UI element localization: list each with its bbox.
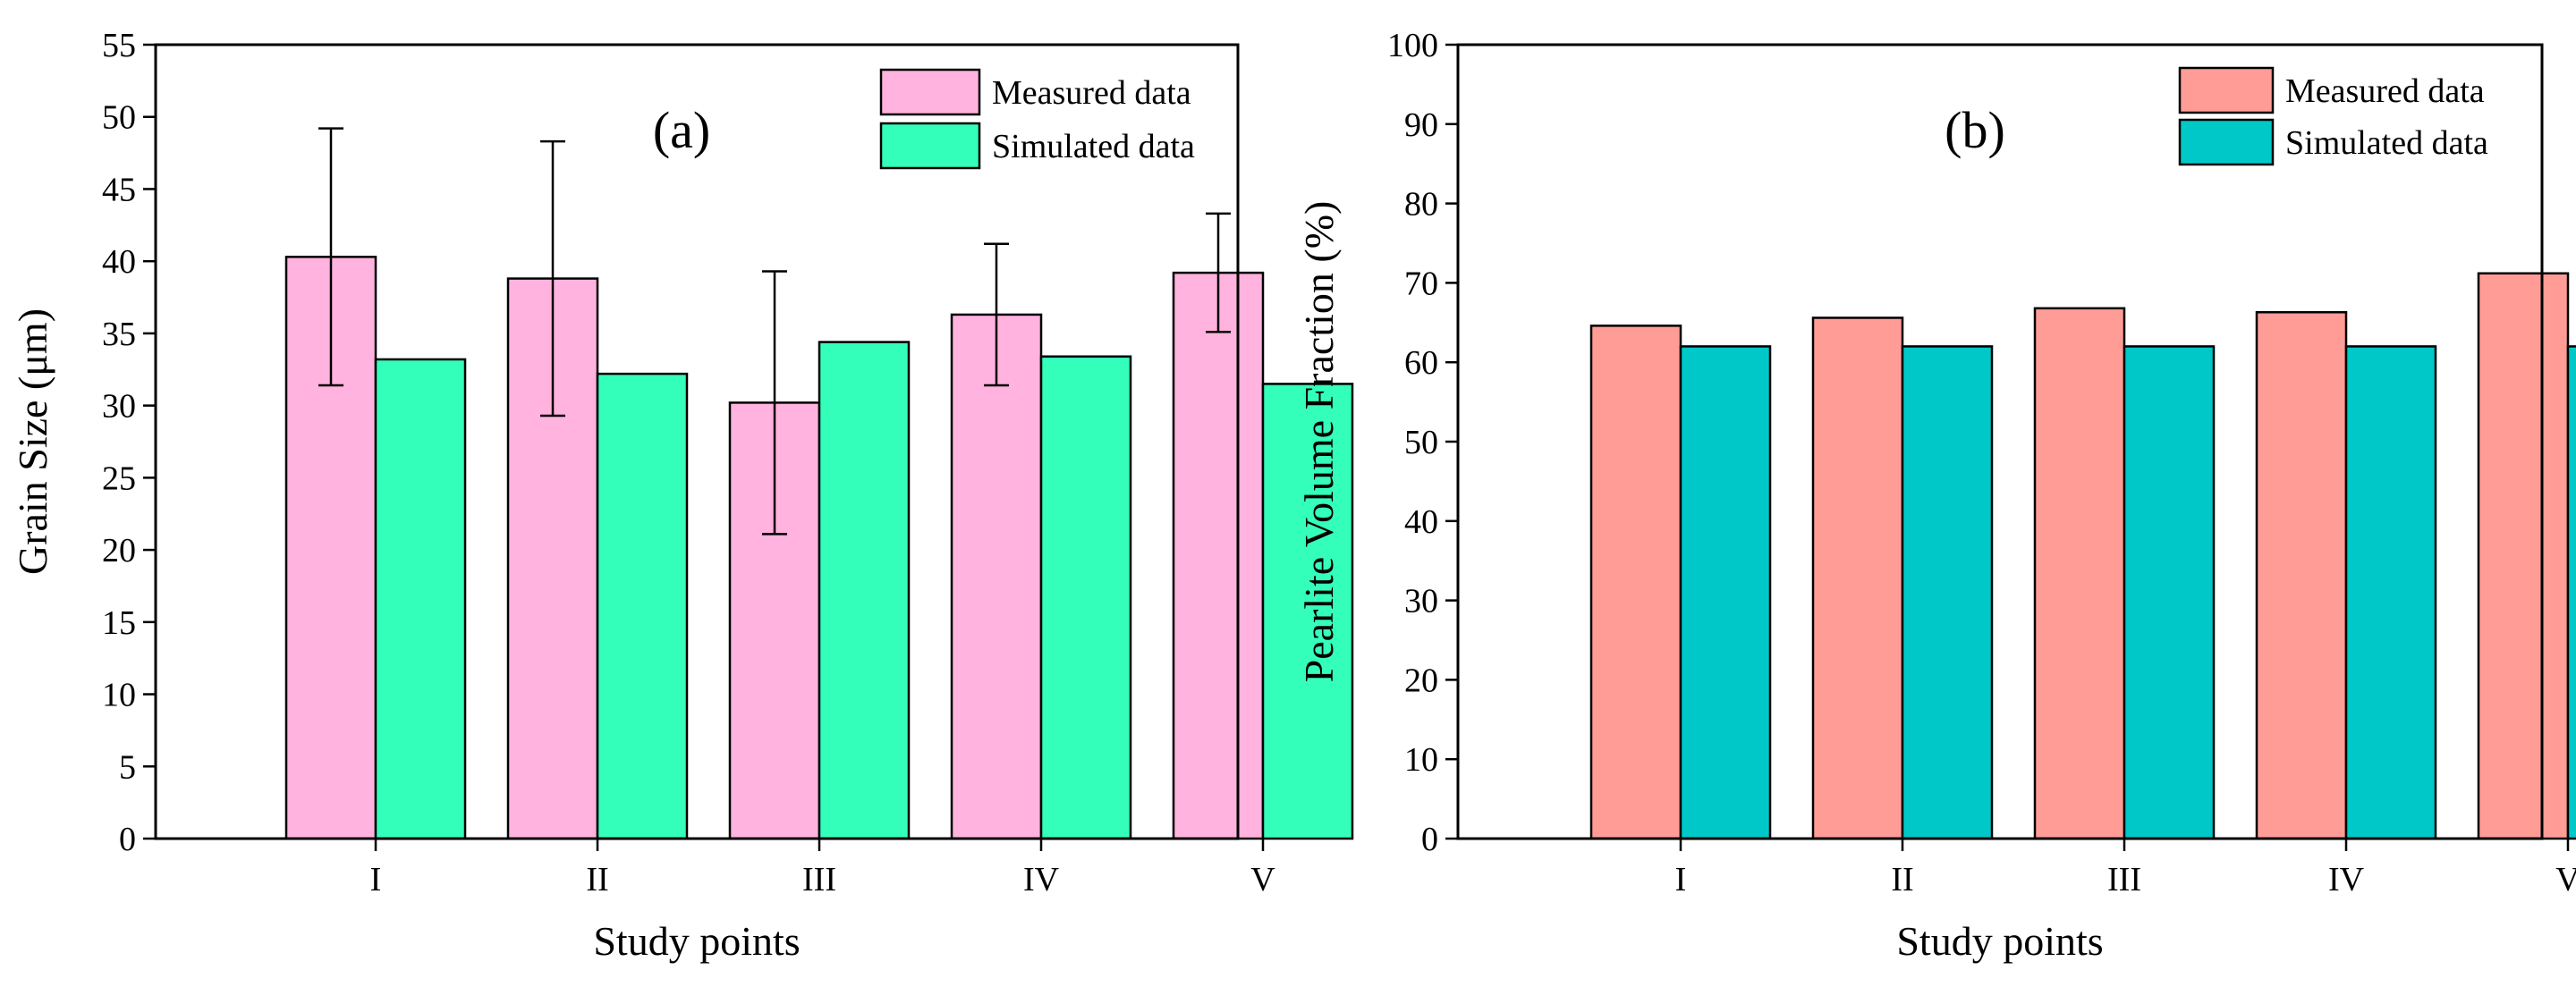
- bar-simulated-ii: [1901, 345, 1994, 840]
- bar-simulated-iv: [1039, 355, 1132, 840]
- y-tick-label-55: 55: [102, 27, 136, 64]
- x-tick-label-i: I: [370, 861, 382, 898]
- bar-measured-v: [1172, 271, 1265, 840]
- y-tick-label-90: 90: [1404, 106, 1438, 144]
- y-tick-label-5: 5: [119, 748, 136, 786]
- x-tick-label-v: V: [2555, 861, 2576, 898]
- y-tick-label-20: 20: [102, 532, 136, 569]
- bar-simulated-iv: [2344, 345, 2437, 840]
- x-tick-label-iv: IV: [1023, 861, 1060, 898]
- y-tick-label-100: 100: [1387, 27, 1438, 64]
- x-axis-title: Study points: [593, 918, 800, 964]
- y-tick-label-50: 50: [1404, 424, 1438, 461]
- bar-simulated-v: [1261, 383, 1354, 840]
- y-tick-label-40: 40: [1404, 503, 1438, 541]
- y-axis-title: Grain Size (μm): [10, 308, 55, 575]
- bar-simulated-v: [2566, 345, 2576, 840]
- plot-frame: [1456, 43, 2544, 840]
- y-tick-label-20: 20: [1404, 662, 1438, 699]
- bar-simulated-iii: [818, 341, 911, 840]
- y-tick-label-0: 0: [1421, 821, 1438, 858]
- x-tick-label-i: I: [1675, 861, 1687, 898]
- y-tick-label-30: 30: [1404, 583, 1438, 620]
- x-tick-label-ii: II: [586, 861, 608, 898]
- legend-label-simulated: Simulated data: [2285, 124, 2488, 162]
- legend-swatch-simulated: [879, 122, 981, 170]
- y-tick-label-25: 25: [102, 460, 136, 497]
- y-tick-label-40: 40: [102, 243, 136, 281]
- y-axis-title: Pearlite Volume Fraction (%): [1296, 201, 1342, 683]
- y-tick-label-50: 50: [102, 99, 136, 137]
- bar-simulated-i: [1679, 345, 1772, 840]
- legend-label-measured: Measured data: [992, 74, 1191, 112]
- bar-measured-iv: [2255, 311, 2348, 840]
- y-tick-label-30: 30: [102, 388, 136, 426]
- y-tick-label-60: 60: [1404, 344, 1438, 382]
- legend-swatch-measured: [879, 68, 981, 116]
- bar-simulated-ii: [596, 372, 689, 840]
- y-tick-label-10: 10: [102, 677, 136, 714]
- bar-simulated-iii: [2123, 345, 2216, 840]
- y-tick-label-15: 15: [102, 604, 136, 642]
- bar-measured-iii: [2033, 307, 2126, 840]
- bar-measured-ii: [1811, 316, 1904, 840]
- y-tick-label-10: 10: [1404, 741, 1438, 779]
- x-tick-label-ii: II: [1891, 861, 1913, 898]
- x-tick-label-iii: III: [802, 861, 836, 898]
- bar-simulated-i: [374, 358, 467, 840]
- x-tick-label-v: V: [1250, 861, 1275, 898]
- y-tick-label-80: 80: [1404, 186, 1438, 224]
- panel-label: (b): [1945, 101, 2005, 159]
- y-tick-label-45: 45: [102, 171, 136, 208]
- legend-label-simulated: Simulated data: [992, 128, 1195, 165]
- plot-frame: [154, 43, 1240, 840]
- legend-swatch-measured: [2178, 66, 2275, 114]
- bar-measured-v: [2477, 272, 2570, 840]
- legend-label-measured: Measured data: [2285, 72, 2485, 110]
- legend-swatch-simulated: [2178, 118, 2275, 166]
- x-axis-title: Study points: [1896, 918, 2103, 964]
- bar-measured-i: [1589, 325, 1682, 840]
- y-tick-label-70: 70: [1404, 265, 1438, 302]
- y-tick-label-35: 35: [102, 316, 136, 353]
- panel-label: (a): [653, 101, 710, 159]
- bar-measured-iv: [950, 313, 1043, 840]
- y-tick-label-0: 0: [119, 821, 136, 858]
- x-tick-label-iii: III: [2107, 861, 2141, 898]
- x-tick-label-iv: IV: [2328, 861, 2365, 898]
